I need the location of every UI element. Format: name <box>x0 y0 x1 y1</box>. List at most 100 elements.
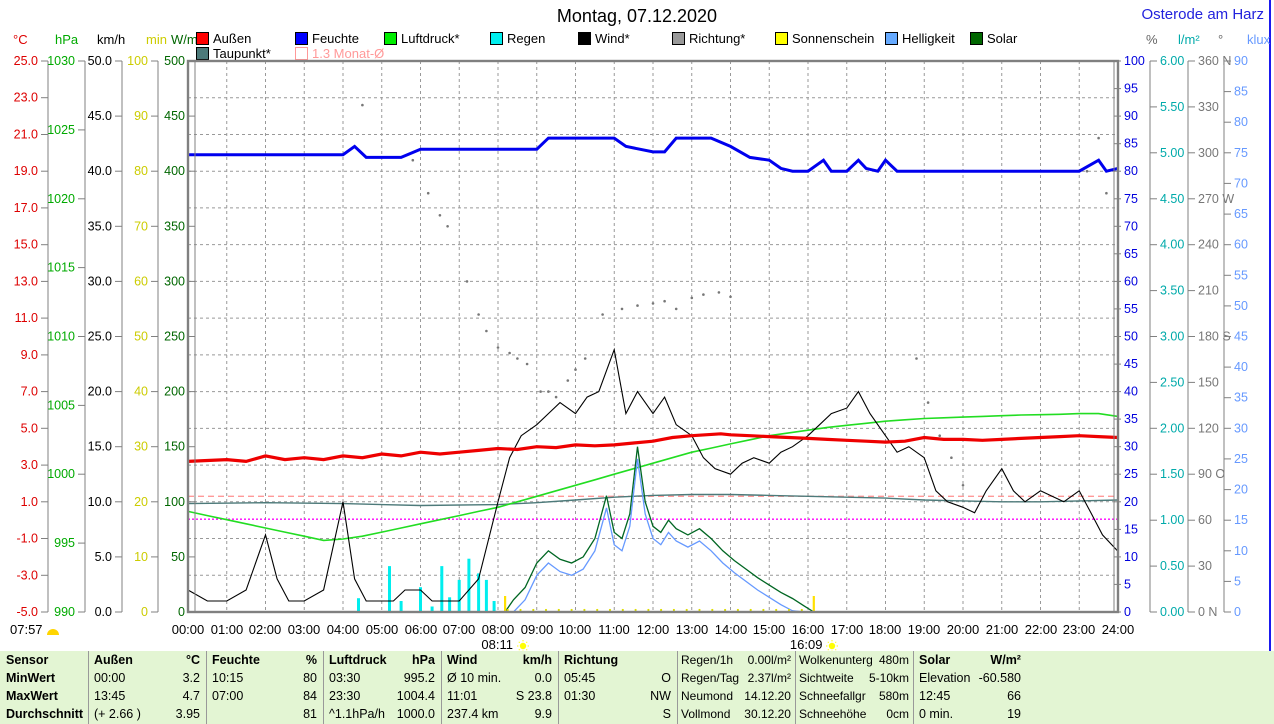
svg-text:55: 55 <box>1124 302 1138 316</box>
svg-text:80: 80 <box>134 164 148 178</box>
svg-text:9.0: 9.0 <box>21 348 38 362</box>
svg-text:5.0: 5.0 <box>95 550 112 564</box>
svg-text:20.0: 20.0 <box>88 385 112 399</box>
svg-text:240: 240 <box>1198 238 1219 252</box>
svg-text:3.50: 3.50 <box>1160 284 1184 298</box>
svg-text:75: 75 <box>1234 146 1248 160</box>
svg-text:80: 80 <box>1234 115 1248 129</box>
svg-text:60: 60 <box>1124 274 1138 288</box>
svg-text:10: 10 <box>134 550 148 564</box>
svg-text:500: 500 <box>164 54 185 68</box>
svg-text:50: 50 <box>134 330 148 344</box>
svg-text:250: 250 <box>164 330 185 344</box>
svg-text:4.00: 4.00 <box>1160 238 1184 252</box>
svg-text:10: 10 <box>1234 544 1248 558</box>
svg-text:75: 75 <box>1124 192 1138 206</box>
svg-text:30.0: 30.0 <box>88 274 112 288</box>
svg-text:23.0: 23.0 <box>14 91 38 105</box>
svg-text:25: 25 <box>1234 452 1248 466</box>
svg-text:17.0: 17.0 <box>14 201 38 215</box>
svg-text:80: 80 <box>1124 164 1138 178</box>
svg-text:350: 350 <box>164 219 185 233</box>
svg-text:990: 990 <box>54 605 75 619</box>
svg-text:10.0: 10.0 <box>88 495 112 509</box>
svg-text:5: 5 <box>1234 574 1241 588</box>
svg-text:20: 20 <box>1124 495 1138 509</box>
svg-text:45.0: 45.0 <box>88 109 112 123</box>
svg-text:40: 40 <box>1234 360 1248 374</box>
svg-text:50.0: 50.0 <box>88 54 112 68</box>
svg-text:3.00: 3.00 <box>1160 330 1184 344</box>
svg-text:100: 100 <box>1124 54 1145 68</box>
svg-text:120: 120 <box>1198 421 1219 435</box>
svg-text:65: 65 <box>1234 207 1248 221</box>
svg-text:45: 45 <box>1124 357 1138 371</box>
svg-text:35.0: 35.0 <box>88 219 112 233</box>
svg-text:45: 45 <box>1234 330 1248 344</box>
svg-text:270 W: 270 W <box>1198 192 1234 206</box>
svg-text:70: 70 <box>1234 176 1248 190</box>
svg-text:1025: 1025 <box>47 123 75 137</box>
svg-text:200: 200 <box>164 385 185 399</box>
svg-text:7.0: 7.0 <box>21 385 38 399</box>
svg-text:1020: 1020 <box>47 192 75 206</box>
svg-text:13.0: 13.0 <box>14 274 38 288</box>
svg-text:0.0: 0.0 <box>95 605 112 619</box>
svg-text:1015: 1015 <box>47 261 75 275</box>
svg-text:5.0: 5.0 <box>21 421 38 435</box>
svg-text:40.0: 40.0 <box>88 164 112 178</box>
svg-text:2.00: 2.00 <box>1160 421 1184 435</box>
svg-text:1005: 1005 <box>47 398 75 412</box>
svg-text:21.0: 21.0 <box>14 128 38 142</box>
svg-text:30: 30 <box>134 440 148 454</box>
svg-text:-5.0: -5.0 <box>16 605 38 619</box>
svg-text:55: 55 <box>1234 268 1248 282</box>
svg-text:100: 100 <box>164 495 185 509</box>
svg-text:15.0: 15.0 <box>88 440 112 454</box>
svg-text:60: 60 <box>134 274 148 288</box>
svg-text:1.0: 1.0 <box>21 495 38 509</box>
svg-text:15.0: 15.0 <box>14 238 38 252</box>
svg-text:-3.0: -3.0 <box>16 568 38 582</box>
svg-text:300: 300 <box>1198 146 1219 160</box>
svg-text:70: 70 <box>134 219 148 233</box>
svg-text:90: 90 <box>1234 54 1248 68</box>
svg-text:90: 90 <box>134 109 148 123</box>
svg-text:6.00: 6.00 <box>1160 54 1184 68</box>
svg-text:15: 15 <box>1124 522 1138 536</box>
svg-text:95: 95 <box>1124 82 1138 96</box>
svg-text:5.00: 5.00 <box>1160 146 1184 160</box>
svg-text:0: 0 <box>1124 605 1131 619</box>
svg-text:400: 400 <box>164 164 185 178</box>
svg-text:3.0: 3.0 <box>21 458 38 472</box>
svg-text:995: 995 <box>54 536 75 550</box>
svg-text:60: 60 <box>1234 238 1248 252</box>
svg-text:60: 60 <box>1198 513 1212 527</box>
svg-text:35: 35 <box>1234 391 1248 405</box>
svg-text:150: 150 <box>1198 375 1219 389</box>
svg-text:40: 40 <box>134 385 148 399</box>
svg-text:50: 50 <box>1124 330 1138 344</box>
svg-text:40: 40 <box>1124 385 1138 399</box>
svg-text:65: 65 <box>1124 247 1138 261</box>
svg-text:100: 100 <box>127 54 148 68</box>
svg-text:300: 300 <box>164 274 185 288</box>
svg-text:20: 20 <box>1234 483 1248 497</box>
svg-text:330: 330 <box>1198 100 1219 114</box>
svg-text:70: 70 <box>1124 219 1138 233</box>
svg-text:0.50: 0.50 <box>1160 559 1184 573</box>
svg-text:4.50: 4.50 <box>1160 192 1184 206</box>
svg-text:85: 85 <box>1234 85 1248 99</box>
svg-text:15: 15 <box>1234 513 1248 527</box>
svg-text:25: 25 <box>1124 467 1138 481</box>
svg-text:30: 30 <box>1198 559 1212 573</box>
svg-text:0: 0 <box>141 605 148 619</box>
svg-text:1.00: 1.00 <box>1160 513 1184 527</box>
svg-text:0.00: 0.00 <box>1160 605 1184 619</box>
svg-text:-1.0: -1.0 <box>16 532 38 546</box>
svg-text:30: 30 <box>1124 440 1138 454</box>
svg-text:0: 0 <box>1234 605 1241 619</box>
svg-text:210: 210 <box>1198 284 1219 298</box>
svg-text:85: 85 <box>1124 137 1138 151</box>
svg-text:30: 30 <box>1234 421 1248 435</box>
